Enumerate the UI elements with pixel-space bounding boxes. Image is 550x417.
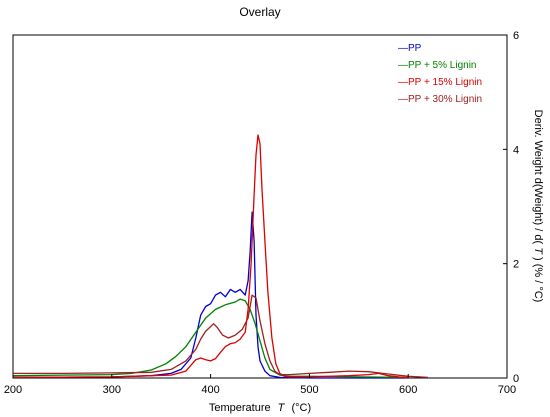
- legend-item: —PP + 5% Lignin: [398, 60, 476, 71]
- series-line-pp: [12, 211, 409, 379]
- y-tick-label: 6: [513, 30, 519, 42]
- y-tick-label: 2: [513, 259, 519, 271]
- y-axis-ticks: 0 2 4 6: [503, 30, 519, 385]
- series-line-pp-30-lignin: [13, 294, 429, 379]
- y-tick-label: 4: [513, 144, 519, 156]
- legend-item: —PP + 15% Lignin: [398, 77, 482, 88]
- x-axis-title-unit: (°C): [291, 402, 311, 414]
- y-tick-label: 0: [513, 373, 519, 385]
- y-axis-title: Deriv. Weight d(Weight) / d( T ) (% / °C…: [532, 110, 544, 303]
- x-tick-label: 300: [103, 384, 121, 396]
- legend: —PP —PP + 5% Lignin —PP + 15% Lignin —PP + …: [398, 43, 482, 105]
- x-axis-title-label: Temperature: [209, 402, 271, 414]
- x-tick-label: 500: [300, 384, 318, 396]
- y-axis-title-prefix: Deriv. Weight d(Weight) / d(: [532, 110, 544, 245]
- x-axis-title: Temperature T (°C): [209, 402, 311, 414]
- legend-item: —PP + 30% Lignin: [398, 94, 482, 105]
- series-layer: [12, 134, 429, 379]
- plot-frame: [12, 34, 508, 379]
- y-axis-title-symbol: T: [532, 247, 544, 255]
- series-line-pp-15-lignin: [12, 134, 409, 379]
- x-tick-label: 700: [498, 384, 516, 396]
- y-axis-title-suffix: ) (% / °C): [532, 257, 544, 302]
- x-tick-label: 600: [399, 384, 417, 396]
- x-axis-title-symbol: T: [278, 402, 286, 414]
- x-tick-label: 200: [4, 384, 22, 396]
- chart-title: Overlay: [239, 5, 280, 19]
- series-line-pp-5-lignin: [12, 298, 409, 379]
- x-axis-ticks: 200 300 400 500 600 700: [4, 374, 516, 396]
- legend-item: —PP: [398, 43, 422, 54]
- x-tick-label: 400: [201, 384, 219, 396]
